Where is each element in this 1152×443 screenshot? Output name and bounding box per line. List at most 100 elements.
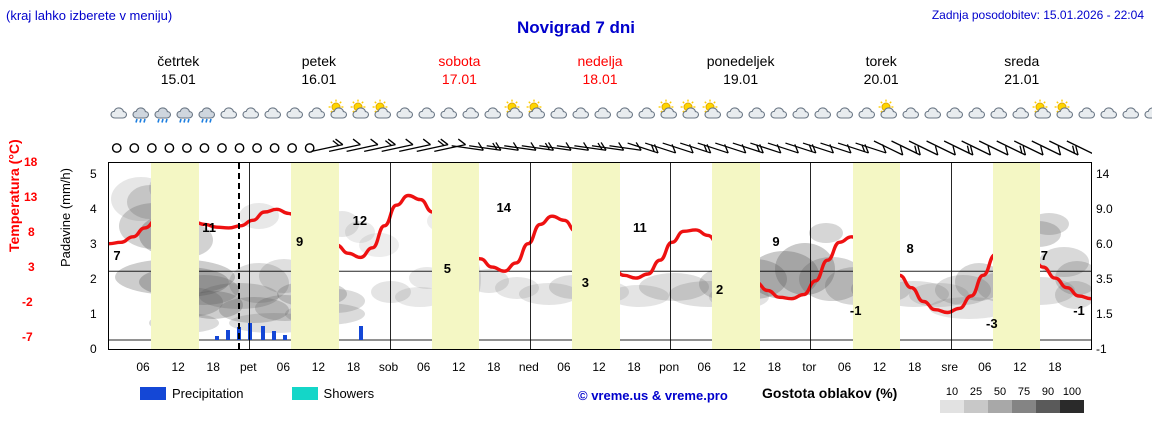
temp-tick: -7 (22, 330, 33, 344)
day-bands (109, 163, 1091, 349)
daylight-band (852, 163, 901, 349)
wind-barb-calm (287, 143, 298, 153)
day-name: četrtek (157, 53, 200, 69)
x-tick-label: 06 (978, 360, 992, 374)
wind-barbs-svg (111, 138, 1092, 156)
day-date: 21.01 (1004, 71, 1040, 87)
precipitation-bar (215, 336, 219, 340)
wind-barb (1066, 140, 1092, 156)
weather-icon-cl (460, 92, 482, 130)
x-tick-label: 12 (872, 360, 887, 374)
cloud-scale-swatch (964, 400, 988, 413)
legend: Precipitation Showers (140, 386, 374, 401)
weather-icon-cl (768, 92, 790, 130)
weather-icon-cl (922, 92, 944, 130)
weather-icon-cl (438, 92, 460, 130)
wind-barb (399, 138, 431, 152)
cloud-blob (609, 285, 669, 307)
weather-icon-rain (174, 92, 196, 130)
weather-icon-cl (262, 92, 284, 130)
temperature-label: 5 (443, 261, 451, 277)
temperature-label: 7 (1040, 247, 1048, 263)
temperature-label: 11 (202, 220, 217, 236)
x-tick-label: 18 (487, 360, 501, 374)
precip-tick: 3 (90, 237, 97, 251)
daylight-band (151, 163, 199, 349)
x-axis-tick-labels: 06 12 18 pet 06 12 18 sob 06 12 18 ned 06 12 18 pon 06 12… (108, 360, 1092, 378)
temperature-label: 3 (581, 275, 590, 291)
cloud-blob (775, 243, 835, 295)
cloud-blob (495, 277, 539, 299)
weather-icon-cl (988, 92, 1010, 130)
day-date: 19.01 (723, 71, 759, 87)
wind-barb (926, 140, 956, 156)
cloud-tick: 3.5 (1096, 272, 1113, 286)
weather-icon-sun (658, 92, 680, 130)
x-tick-label: 06 (837, 360, 852, 374)
precipitation-legend-label: Precipitation (172, 386, 244, 401)
cloud-density-legend-label: Gostota oblakov (%) (762, 385, 898, 401)
wind-barb-calm (304, 143, 315, 153)
x-tick-label: tor (802, 360, 817, 374)
day-date: 16.01 (301, 71, 337, 87)
cloud-scale-swatch (940, 400, 964, 413)
weather-icon-cl (592, 92, 614, 130)
weather-icon-rain (152, 92, 174, 130)
daylight-band (992, 163, 1041, 349)
x-tick-label: sre (941, 360, 959, 374)
x-tick-label: 12 (592, 360, 606, 374)
day-header: nedelja 18.01 (530, 52, 671, 92)
cloud-blob (799, 257, 865, 301)
wind-barb (328, 138, 361, 152)
wind-barb (996, 140, 1027, 156)
wind-barb (539, 142, 572, 151)
wind-barb-calm (146, 143, 157, 153)
wind-barb-calm (234, 143, 245, 153)
x-tick-label: 18 (1048, 360, 1062, 374)
cloud-scale-swatch (1012, 400, 1036, 413)
precipitation-bar (359, 326, 363, 340)
wind-barb (1031, 140, 1062, 156)
wind-barb-calm (269, 143, 280, 153)
temp-tick: -2 (22, 295, 33, 309)
wind-barb-calm (199, 143, 210, 153)
temp-tick: 13 (24, 190, 38, 204)
day-date: 15.01 (160, 71, 196, 87)
weather-icon-cl (416, 92, 438, 130)
precip-tick: 2 (90, 272, 97, 286)
cloud-blob (345, 221, 375, 243)
x-tick-label: 18 (206, 360, 220, 374)
last-updated: Zadnja posodobitev: 15.01.2026 - 22:04 (931, 8, 1144, 22)
temp-tick: 8 (28, 225, 35, 239)
wind-barb (961, 140, 992, 156)
weather-icon-sun (1032, 92, 1054, 130)
cloud-scale-swatch (988, 400, 1012, 413)
weather-icon-cl (1142, 92, 1152, 130)
weather-icon-cl (1076, 92, 1098, 130)
credit-link[interactable]: © vreme.us & vreme.pro (578, 388, 728, 403)
day-name: sobota (438, 53, 481, 69)
wind-barb (311, 138, 344, 152)
weather-icon-cl (548, 92, 570, 130)
temperature-label: -1 (849, 302, 862, 318)
temperature-label: 11 (632, 220, 647, 236)
cloud-scale-swatches (940, 400, 1084, 413)
weather-icon-cl (240, 92, 262, 130)
day-name: torek (865, 53, 897, 69)
temperature-label: 2 (715, 282, 724, 298)
x-tick-label: 18 (346, 360, 361, 374)
weather-icon-cl (812, 92, 834, 130)
weather-icon-sun (1054, 92, 1076, 130)
weather-icon-sun (504, 92, 526, 130)
location-hint: (kraj lahko izberete v meniju) (6, 8, 173, 23)
wind-barb (486, 142, 519, 151)
cloud-blob (639, 273, 709, 301)
weather-icon-cl (636, 92, 658, 130)
x-tick-label: ned (518, 360, 539, 374)
wind-barb (908, 140, 939, 156)
day-header-row: četrtek 15.01 petek 16.01 sobota 17.01 nede… (108, 52, 1092, 92)
day-name: ponedeljek (706, 53, 775, 69)
weather-icon-sun (372, 92, 394, 130)
current-time-line (238, 163, 241, 349)
daylight-band (712, 163, 760, 349)
